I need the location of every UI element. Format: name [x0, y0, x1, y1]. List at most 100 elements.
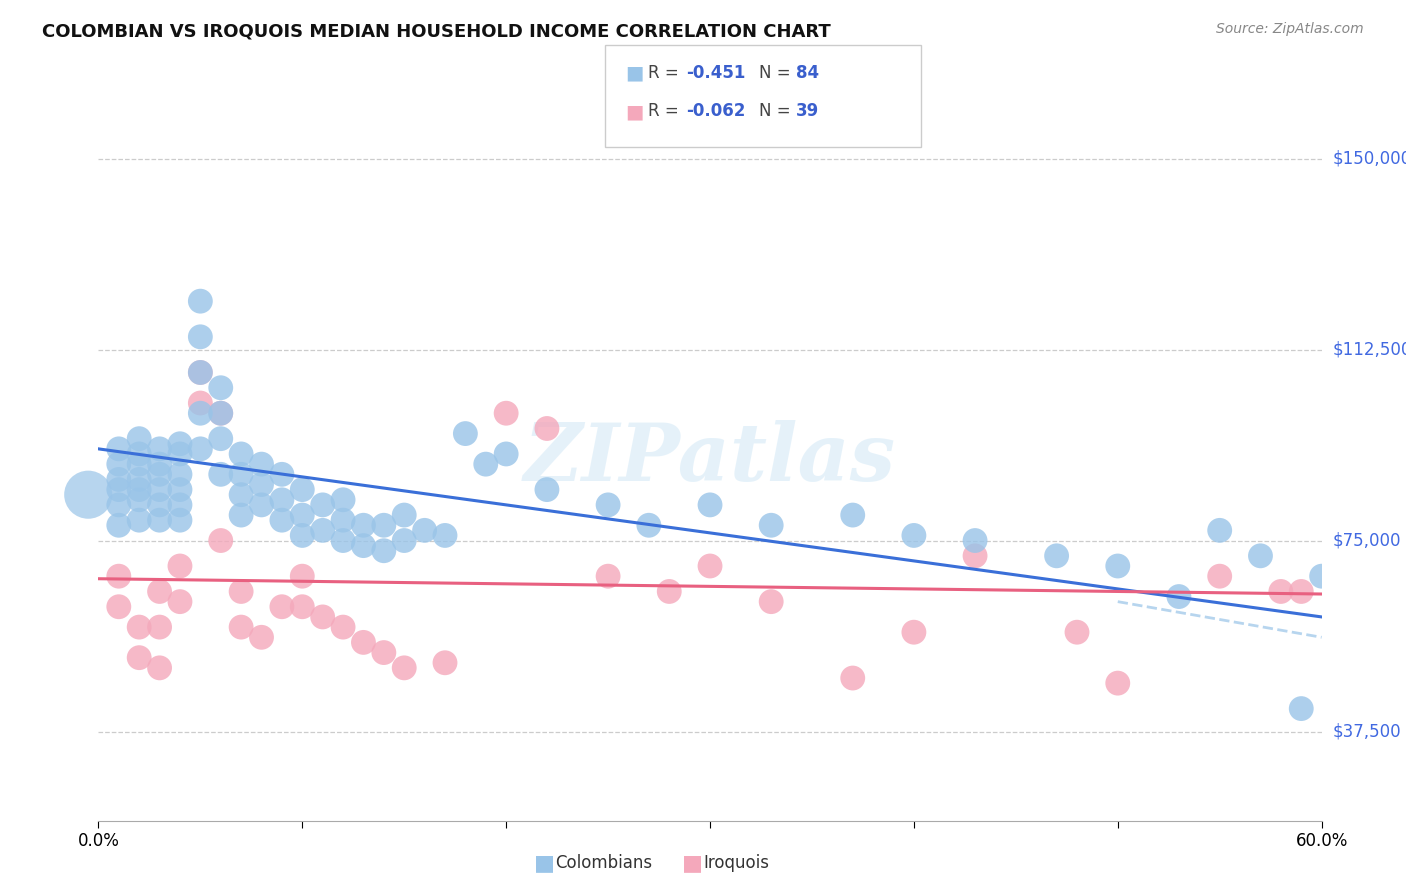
Point — [392, 661, 416, 675]
Point — [149, 584, 172, 599]
Point — [352, 539, 374, 553]
Point — [495, 406, 517, 420]
Text: R =: R = — [648, 64, 685, 82]
Point — [169, 447, 191, 461]
Text: $75,000: $75,000 — [1333, 532, 1402, 549]
Point — [209, 381, 232, 395]
Point — [128, 472, 150, 486]
Point — [250, 630, 273, 644]
Point — [312, 610, 335, 624]
Point — [373, 646, 395, 660]
Point — [1045, 549, 1069, 563]
Point — [291, 569, 314, 583]
Point — [495, 447, 517, 461]
Point — [188, 366, 212, 380]
Point — [352, 518, 374, 533]
Text: $150,000: $150,000 — [1333, 150, 1406, 168]
Point — [291, 508, 314, 522]
Point — [169, 559, 191, 574]
Point — [903, 625, 925, 640]
Point — [128, 620, 150, 634]
Text: $37,500: $37,500 — [1333, 723, 1402, 740]
Point — [291, 599, 314, 614]
Point — [270, 492, 294, 507]
Point — [332, 533, 354, 548]
Point — [1270, 584, 1292, 599]
Text: ■: ■ — [626, 63, 644, 83]
Point — [841, 671, 863, 685]
Point — [312, 524, 335, 538]
Point — [1249, 549, 1271, 563]
Point — [149, 467, 172, 482]
Point — [231, 447, 253, 461]
Point — [841, 508, 863, 522]
Text: 39: 39 — [796, 103, 820, 120]
Text: ■: ■ — [682, 854, 703, 873]
Point — [270, 467, 294, 482]
Point — [128, 492, 150, 507]
Point — [169, 437, 191, 451]
Point — [108, 483, 131, 497]
Point — [1107, 559, 1129, 574]
Text: 84: 84 — [796, 64, 818, 82]
Point — [149, 661, 172, 675]
Point — [188, 366, 212, 380]
Point — [1167, 590, 1189, 604]
Point — [965, 533, 987, 548]
Point — [434, 656, 457, 670]
Point — [188, 396, 212, 410]
Point — [536, 483, 558, 497]
Point — [108, 498, 131, 512]
Point — [231, 620, 253, 634]
Point — [392, 533, 416, 548]
Point — [149, 620, 172, 634]
Point — [1209, 524, 1232, 538]
Point — [637, 518, 661, 533]
Point — [169, 594, 191, 608]
Point — [108, 472, 131, 486]
Point — [231, 584, 253, 599]
Point — [188, 330, 212, 344]
Point — [128, 650, 150, 665]
Point — [658, 584, 681, 599]
Point — [474, 457, 498, 471]
Text: -0.451: -0.451 — [686, 64, 745, 82]
Point — [169, 498, 191, 512]
Point — [598, 569, 620, 583]
Point — [128, 457, 150, 471]
Point — [128, 447, 150, 461]
Point — [761, 518, 783, 533]
Point — [1209, 569, 1232, 583]
Point — [965, 549, 987, 563]
Point — [128, 513, 150, 527]
Point — [149, 498, 172, 512]
Point — [1310, 569, 1333, 583]
Point — [413, 524, 436, 538]
Point — [231, 467, 253, 482]
Point — [250, 477, 273, 491]
Text: N =: N = — [759, 64, 796, 82]
Point — [1291, 584, 1313, 599]
Point — [250, 457, 273, 471]
Text: N =: N = — [759, 103, 796, 120]
Point — [209, 406, 232, 420]
Point — [1107, 676, 1129, 690]
Point — [188, 294, 212, 309]
Text: Iroquois: Iroquois — [703, 855, 769, 872]
Point — [77, 488, 100, 502]
Point — [312, 498, 335, 512]
Point — [128, 483, 150, 497]
Point — [169, 467, 191, 482]
Point — [108, 599, 131, 614]
Point — [454, 426, 477, 441]
Point — [209, 432, 232, 446]
Point — [250, 498, 273, 512]
Text: ZIPatlas: ZIPatlas — [524, 420, 896, 498]
Point — [209, 467, 232, 482]
Point — [108, 457, 131, 471]
Point — [699, 559, 721, 574]
Point — [231, 488, 253, 502]
Point — [108, 569, 131, 583]
Point — [373, 543, 395, 558]
Point — [1291, 701, 1313, 715]
